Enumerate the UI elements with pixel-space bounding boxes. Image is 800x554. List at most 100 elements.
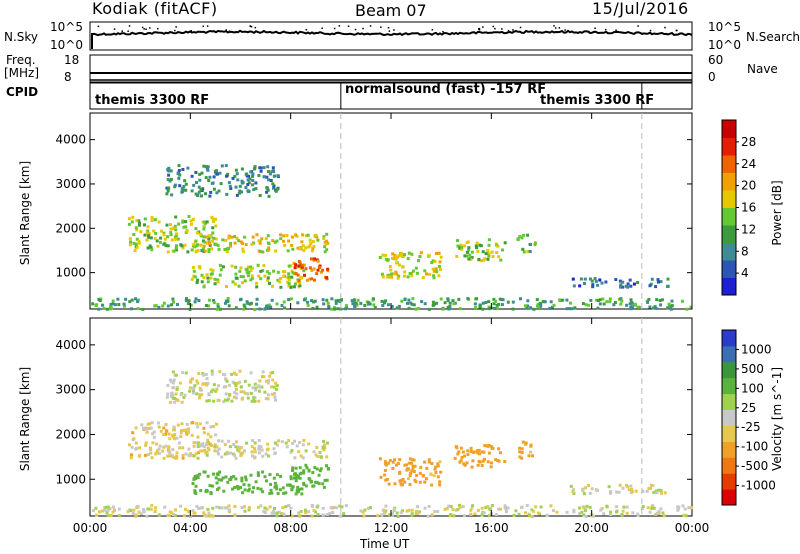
power-echo-cell — [561, 298, 565, 302]
power-echo-cell — [196, 231, 199, 235]
power-echo-cell — [526, 299, 530, 303]
velocity-echo-cell — [582, 513, 586, 517]
power-echo-cell — [216, 243, 220, 247]
velocity-echo-cell — [655, 511, 659, 515]
velocity-echo-cell — [257, 447, 261, 451]
velocity-echo-cell — [615, 490, 619, 494]
velocity-echo-cell — [175, 451, 179, 455]
velocity-ytick-label: 3000 — [55, 383, 86, 397]
power-echo-cell — [246, 265, 250, 269]
power-echo-cell — [152, 229, 156, 233]
power-echo-cell — [250, 274, 254, 278]
velocity-echo-cell — [252, 486, 255, 490]
power-echo-cell — [373, 306, 377, 309]
power-echo-cell — [552, 303, 556, 307]
power-echo-cell — [189, 303, 193, 307]
power-echo-cell — [389, 268, 393, 272]
power-echo-cell — [271, 166, 275, 170]
power-echo-cell — [666, 277, 670, 281]
velocity-echo-cell — [399, 511, 403, 515]
cpid-segment-1: themis 3300 RF — [95, 93, 210, 108]
power-echo-cell — [154, 304, 158, 308]
power-echo-cell — [367, 302, 370, 306]
power-echo-cell — [237, 284, 241, 288]
velocity-echo-cell — [609, 510, 613, 514]
power-echo-cell — [243, 235, 247, 239]
power-echo-cell — [94, 304, 98, 307]
nsky-point — [649, 29, 652, 32]
power-echo-cell — [248, 265, 252, 269]
velocity-echo-cell — [681, 504, 685, 508]
velocity-echo-cell — [233, 513, 237, 517]
power-echo-cell — [213, 277, 217, 281]
power-echo-cell — [98, 299, 102, 302]
velocity-echo-cell — [438, 480, 442, 484]
power-echo-cell — [455, 254, 459, 258]
power-echo-cell — [308, 277, 312, 281]
velocity-echo-cell — [403, 463, 407, 467]
velocity-echo-cell — [171, 370, 175, 374]
power-echo-cell — [229, 244, 233, 248]
power-echo-cell — [395, 272, 399, 276]
power-echo-cell — [632, 282, 636, 286]
velocity-echo-cell — [483, 457, 486, 461]
nsky-point — [519, 26, 522, 29]
velocity-echo-cell — [296, 511, 300, 515]
power-echo-cell — [231, 280, 235, 284]
velocity-echo-cell — [677, 505, 681, 509]
power-echo-cell — [127, 222, 131, 226]
power-echo-cell — [275, 187, 279, 191]
velocity-echo-cell — [264, 397, 268, 400]
power-echo-cell — [137, 239, 141, 243]
velocity-echo-cell — [487, 444, 491, 447]
velocity-echo-cell — [621, 509, 625, 513]
velocity-echo-cell — [232, 475, 236, 478]
velocity-echo-cell — [130, 453, 133, 457]
power-echo-cell — [129, 307, 133, 311]
power-echo-cell — [458, 307, 462, 311]
velocity-echo-cell — [210, 390, 214, 394]
velocity-echo-cell — [104, 505, 108, 509]
power-echo-cell — [177, 169, 181, 172]
power-echo-cell — [111, 302, 115, 306]
power-echo-cell — [477, 257, 481, 261]
velocity-echo-cell — [388, 459, 392, 462]
velocity-echo-cell — [157, 425, 161, 429]
power-echo-cell — [536, 303, 540, 307]
power-echo-cell — [242, 303, 246, 307]
velocity-echo-cell — [459, 459, 463, 463]
power-echo-cell — [304, 234, 308, 238]
velocity-echo-cell — [469, 446, 473, 450]
power-echo-cell — [134, 226, 138, 230]
power-echo-cell — [267, 271, 271, 275]
velocity-echo-cell — [469, 508, 473, 512]
power-echo-cell — [227, 236, 231, 240]
power-echo-cell — [225, 285, 228, 288]
velocity-echo-cell — [171, 455, 175, 459]
nsky-point — [202, 25, 204, 28]
power-echo-cell — [187, 299, 191, 303]
power-echo-cell — [421, 276, 425, 280]
power-echo-cell — [590, 279, 594, 283]
power-echo-cell — [266, 165, 270, 169]
power-echo-cell — [313, 257, 317, 261]
velocity-echo-cell — [549, 504, 553, 508]
velocity-echo-cell — [339, 514, 343, 518]
velocity-echo-cell — [304, 463, 308, 467]
velocity-echo-cell — [204, 451, 208, 455]
power-echo-cell — [305, 278, 309, 282]
velocity-echo-cell — [307, 477, 311, 480]
power-echo-cell — [162, 301, 166, 305]
power-echo-cell — [289, 285, 293, 289]
velocity-echo-cell — [272, 476, 276, 480]
power-echo-cell — [186, 302, 190, 306]
power-echo-cell — [652, 306, 656, 310]
velocity-echo-cell — [617, 490, 621, 494]
power-echo-cell — [290, 275, 294, 279]
velocity-echo-cell — [581, 487, 585, 491]
nave-label: Nave — [747, 62, 778, 76]
nsky-point — [431, 29, 434, 31]
velocity-echo-cell — [311, 484, 315, 488]
velocity-echo-cell — [216, 473, 220, 477]
power-echo-cell — [209, 268, 213, 272]
